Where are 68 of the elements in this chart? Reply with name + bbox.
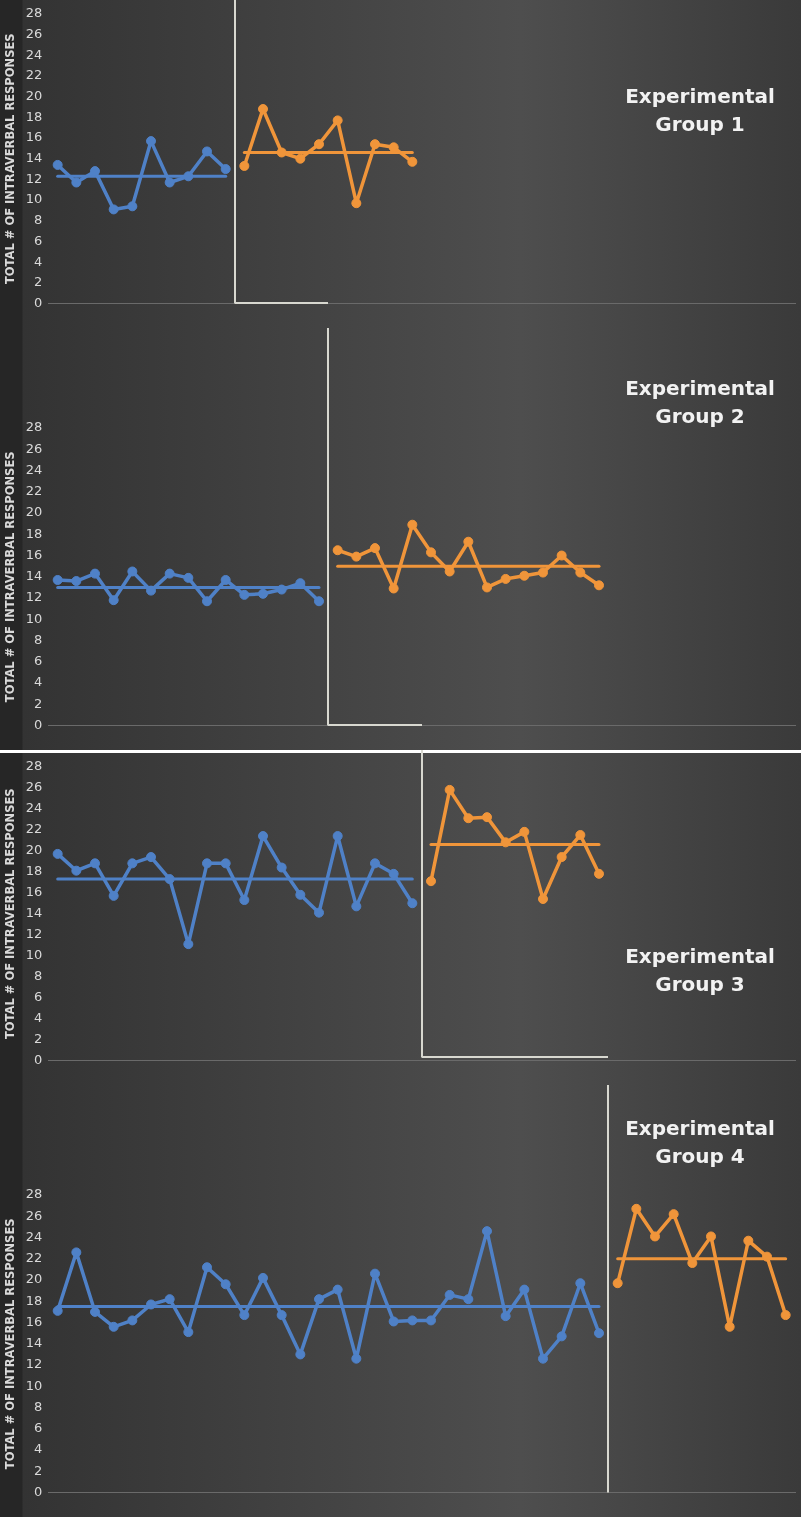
chart-title: Experimental Group 2 (625, 376, 775, 429)
y-tick-label: 20 (25, 1271, 43, 1287)
y-tick-label: 12 (25, 1356, 43, 1372)
y-tick-label: 2 (34, 695, 43, 711)
y-tick-label: 4 (34, 674, 43, 690)
y-axis-title: TOTAL # OF INTRAVERBAL RESPONSES (2, 33, 17, 285)
y-tick-label: 6 (34, 989, 43, 1005)
y-tick-label: 8 (34, 212, 43, 228)
y-tick-label: 10 (25, 610, 43, 626)
y-tick-label: 0 (34, 716, 43, 732)
y-tick-label: 6 (34, 232, 43, 248)
y-tick-label: 12 (25, 170, 43, 186)
y-tick-label: 28 (25, 1186, 43, 1202)
y-axis-title: TOTAL # OF INTRAVERBAL RESPONSES (2, 788, 17, 1040)
y-tick-label: 26 (25, 1207, 43, 1223)
y-tick-label: 28 (25, 419, 43, 435)
chart-title: Experimental Group 4 (625, 1116, 775, 1169)
y-tick-label: 22 (25, 67, 43, 83)
y-tick-label: 24 (25, 46, 43, 62)
y-tick-label: 0 (34, 294, 43, 310)
y-tick-label: 8 (34, 631, 43, 647)
y-tick-label: 16 (25, 884, 43, 900)
y-tick-label: 26 (25, 779, 43, 795)
y-tick-label: 20 (25, 842, 43, 858)
y-tick-label: 20 (25, 504, 43, 520)
y-tick-label: 12 (25, 589, 43, 605)
y-tick-label: 4 (34, 1441, 43, 1457)
y-tick-label: 10 (25, 947, 43, 963)
y-axis-title: TOTAL # OF INTRAVERBAL RESPONSES (2, 1218, 17, 1470)
y-tick-label: 24 (25, 1228, 43, 1244)
y-tick-label: 10 (25, 1377, 43, 1393)
text: Experimental Group 1 (625, 84, 775, 137)
y-tick-label: 26 (25, 440, 43, 456)
y-tick-label: 10 (25, 191, 43, 207)
y-tick-label: 24 (25, 461, 43, 477)
y-tick-label: 28 (25, 5, 43, 21)
y-tick-label: 24 (25, 800, 43, 816)
y-tick-label: 12 (25, 926, 43, 942)
y-tick-label: 14 (25, 1335, 43, 1351)
y-tick-label: 20 (25, 87, 43, 103)
y-tick-label: 14 (25, 905, 43, 921)
y-tick-label: 16 (25, 1313, 43, 1329)
y-tick-label: 2 (34, 1030, 43, 1046)
y-tick-label: 0 (34, 1051, 43, 1067)
y-tick-label: 26 (25, 25, 43, 41)
y-tick-label: 14 (25, 568, 43, 584)
y-tick-label: 6 (34, 1420, 43, 1436)
y-tick-label: 18 (25, 863, 43, 879)
y-tick-label: 18 (25, 1292, 43, 1308)
y-tick-label: 18 (25, 108, 43, 124)
y-axis-title: TOTAL # OF INTRAVERBAL RESPONSES (2, 451, 17, 703)
y-tick-label: 18 (25, 525, 43, 541)
y-tick-label: 14 (25, 150, 43, 166)
y-tick-label: 16 (25, 129, 43, 145)
y-tick-label: 28 (25, 758, 43, 774)
y-tick-label: 8 (34, 1398, 43, 1414)
text: Experimental Group 3 (625, 944, 775, 997)
y-tick-label: 4 (34, 1010, 43, 1025)
y-tick-label: 22 (25, 821, 43, 837)
y-tick-label: 16 (25, 546, 43, 562)
y-tick-label: 22 (25, 1250, 43, 1266)
y-tick-label: 6 (34, 653, 43, 669)
y-tick-label: 22 (25, 483, 43, 499)
y-tick-label: 0 (34, 1483, 43, 1499)
y-tick-label: 2 (34, 274, 43, 290)
y-tick-label: 4 (34, 253, 43, 269)
y-tick-label: 8 (34, 968, 43, 984)
y-tick-label: 2 (34, 1462, 43, 1478)
